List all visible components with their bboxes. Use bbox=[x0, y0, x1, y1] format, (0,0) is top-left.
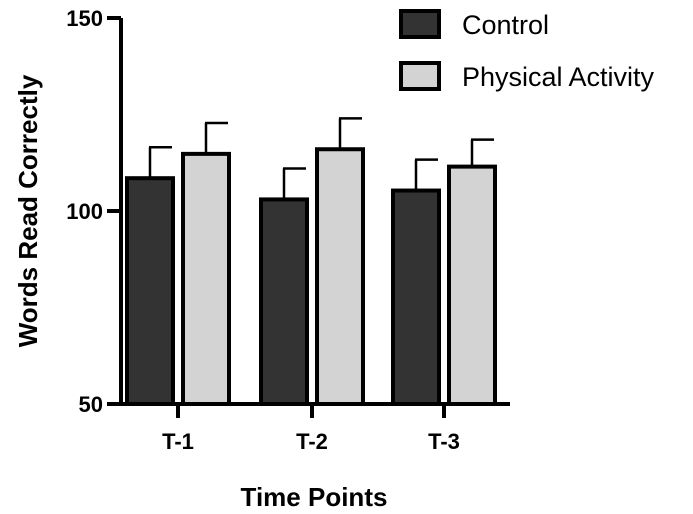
x-tick-label: T-2 bbox=[296, 429, 328, 454]
bar-physical-activity bbox=[447, 164, 497, 406]
bar-control bbox=[259, 197, 309, 406]
legend-label: Physical Activity bbox=[462, 62, 655, 92]
x-axis-title: Time Points bbox=[241, 482, 388, 512]
y-axis-title: Words Read Correctly bbox=[13, 74, 43, 347]
legend-label: Control bbox=[462, 10, 549, 40]
y-tick-label: 150 bbox=[66, 6, 103, 31]
bar-physical-activity bbox=[315, 147, 365, 406]
x-tick-label: T-3 bbox=[428, 429, 460, 454]
legend-swatch bbox=[399, 9, 441, 39]
y-tick-label: 100 bbox=[66, 199, 103, 224]
y-ticks: 50 100 150 bbox=[66, 6, 121, 417]
bar-control bbox=[125, 176, 175, 406]
bar-control bbox=[391, 188, 441, 406]
x-ticks: T-1 T-2 T-3 bbox=[162, 404, 460, 454]
x-tick-label: T-1 bbox=[162, 429, 194, 454]
bar-physical-activity bbox=[181, 151, 231, 406]
legend-swatch bbox=[399, 61, 441, 91]
plot-area bbox=[125, 117, 497, 406]
y-tick-label: 50 bbox=[79, 392, 103, 417]
legend: Control Physical Activity bbox=[399, 9, 655, 92]
